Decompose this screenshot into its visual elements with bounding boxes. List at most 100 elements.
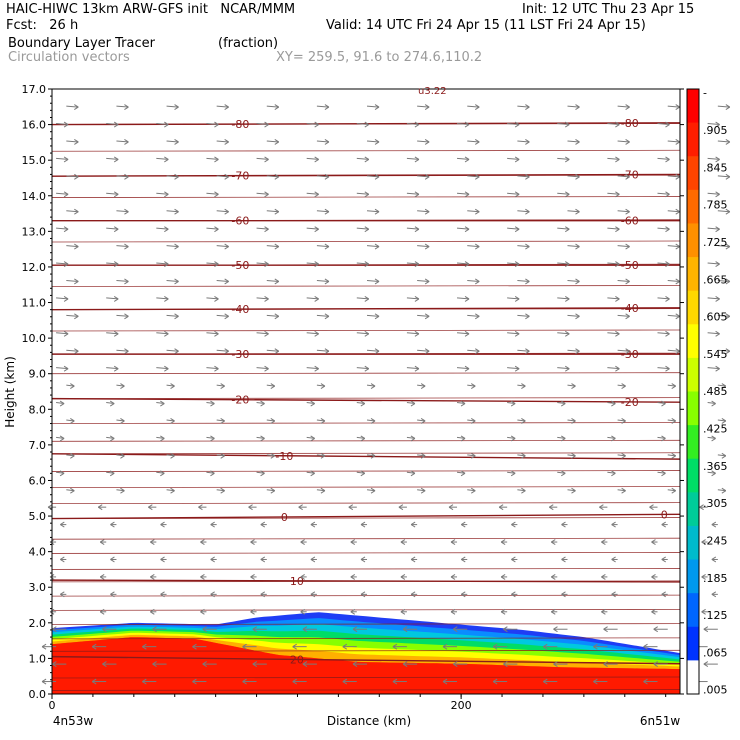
vector	[567, 175, 580, 178]
vector	[607, 192, 620, 195]
vector-head	[561, 556, 566, 563]
vector-head	[250, 539, 255, 545]
vector-head	[60, 556, 65, 563]
vector	[206, 192, 219, 195]
vector	[567, 454, 576, 457]
vector	[256, 157, 269, 160]
vector-head	[414, 261, 420, 267]
vector	[256, 227, 269, 230]
vector	[517, 419, 526, 422]
vector	[306, 332, 319, 335]
vector	[707, 332, 720, 335]
vector	[366, 245, 380, 248]
vector-head	[651, 539, 656, 545]
vector-head	[214, 121, 219, 128]
vector-head	[264, 121, 269, 128]
vector-head	[550, 608, 556, 615]
vector-head	[160, 400, 165, 407]
vector-head	[661, 400, 666, 407]
vector-head	[514, 121, 520, 128]
vector-head	[561, 591, 566, 598]
vector-head	[448, 504, 454, 511]
vector	[156, 262, 169, 265]
vector	[467, 105, 480, 108]
y-tick-label: 13.0	[22, 225, 47, 238]
vector	[517, 175, 530, 178]
vector-head	[260, 470, 265, 477]
vector-head	[164, 191, 169, 198]
xy-label: XY= 259.5, 91.6 to 274.6,110.2	[276, 50, 483, 65]
vector	[66, 245, 79, 248]
vector	[216, 349, 229, 352]
vector-head	[464, 330, 470, 337]
vector-head	[264, 156, 269, 163]
vector	[116, 489, 125, 492]
vector-head	[715, 261, 720, 267]
vector	[456, 436, 466, 439]
vector-head	[514, 365, 520, 372]
y-tick-label: 15.0	[22, 154, 47, 167]
vector	[557, 332, 570, 335]
vector-head	[525, 208, 530, 215]
vector	[116, 419, 125, 422]
vector	[106, 123, 119, 126]
vector	[507, 436, 516, 439]
vector-head	[252, 626, 258, 633]
vector-head	[52, 626, 57, 633]
vector	[266, 384, 275, 387]
vector	[507, 471, 516, 474]
vector-head	[460, 400, 466, 407]
vector	[417, 349, 430, 352]
vector	[116, 314, 129, 317]
vector-head	[703, 661, 709, 668]
level-line-14	[51, 470, 681, 472]
vector	[256, 262, 269, 265]
vector-head	[314, 121, 319, 128]
vector-head	[310, 556, 316, 563]
vector-head	[410, 400, 416, 407]
vector-head	[248, 504, 253, 511]
level-line-9	[51, 552, 681, 554]
vector-head	[364, 121, 370, 128]
temperature-contour--40	[51, 307, 681, 311]
vector-head	[510, 400, 516, 407]
vector	[156, 402, 165, 405]
vector-head	[70, 487, 75, 494]
vector	[617, 384, 626, 387]
y-tick-label: 14.0	[22, 190, 47, 203]
vector	[166, 349, 179, 352]
vector-head	[250, 573, 255, 580]
vector	[356, 123, 369, 126]
contour-label--50-0: -50	[231, 259, 249, 272]
vector-head	[374, 278, 380, 285]
vector-head	[63, 226, 69, 233]
vector-head	[113, 226, 119, 233]
vector-head	[324, 348, 330, 355]
vector	[116, 140, 129, 143]
x-tick-label: 0	[49, 699, 56, 712]
vector-head	[370, 418, 376, 424]
vector-head	[661, 470, 666, 477]
contour-label--60-0: -60	[231, 215, 249, 228]
vector-head	[170, 487, 175, 494]
vector-head	[701, 539, 706, 545]
y-tick-label: 5.0	[29, 510, 47, 523]
vector-head	[711, 521, 717, 528]
vector-head	[260, 400, 265, 407]
vector-head	[675, 278, 680, 285]
vector	[216, 245, 229, 248]
vector-head	[442, 678, 448, 685]
vector-head	[400, 608, 406, 615]
vector-head	[611, 400, 616, 407]
vector-head	[198, 504, 203, 511]
vector-head	[120, 418, 125, 424]
vector-head	[310, 521, 316, 528]
vector	[657, 367, 670, 370]
vector-head	[400, 539, 406, 545]
x-left-label: 4n53w	[53, 714, 94, 728]
vector	[707, 471, 716, 474]
vector	[266, 105, 279, 108]
vector-head	[424, 243, 430, 250]
vector	[507, 367, 520, 370]
colorbar-label: .005	[703, 684, 728, 697]
